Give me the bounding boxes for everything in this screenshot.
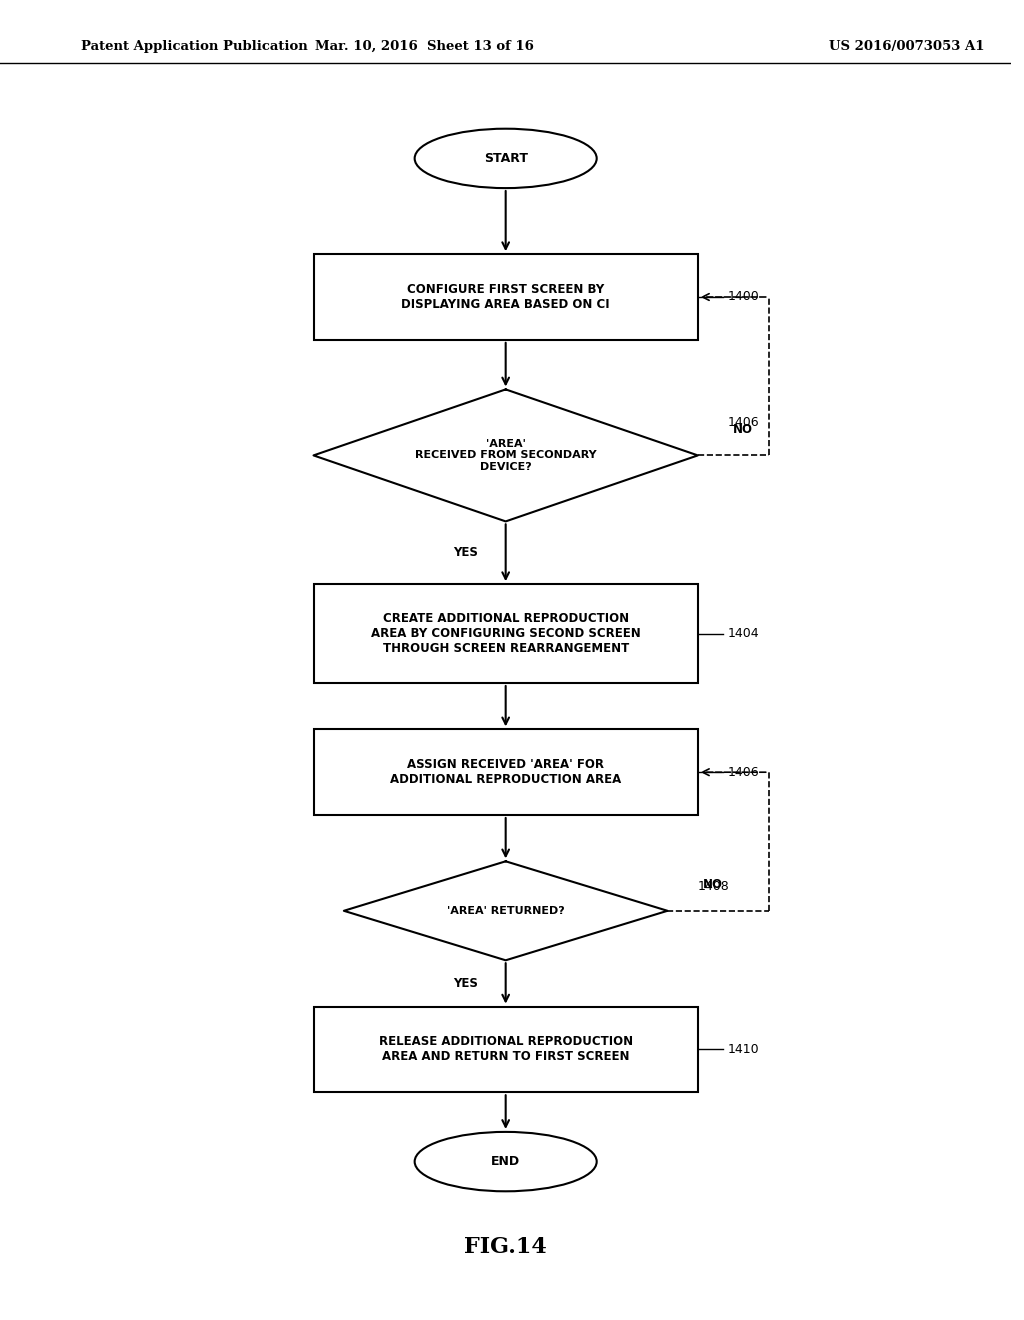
Text: 1406: 1406 [728, 766, 760, 779]
Text: YES: YES [453, 977, 477, 990]
Polygon shape [313, 389, 697, 521]
Text: YES: YES [453, 546, 477, 560]
Text: FIG.14: FIG.14 [464, 1237, 547, 1258]
Text: US 2016/0073053 A1: US 2016/0073053 A1 [829, 40, 985, 53]
Text: 1408: 1408 [697, 879, 729, 892]
Ellipse shape [415, 129, 597, 189]
Text: ASSIGN RECEIVED 'AREA' FOR
ADDITIONAL REPRODUCTION AREA: ASSIGN RECEIVED 'AREA' FOR ADDITIONAL RE… [390, 758, 622, 787]
Text: NO: NO [733, 422, 754, 436]
Ellipse shape [415, 1133, 597, 1191]
Text: 1406: 1406 [728, 416, 760, 429]
FancyBboxPatch shape [313, 729, 697, 816]
Text: CONFIGURE FIRST SCREEN BY
DISPLAYING AREA BASED ON CI: CONFIGURE FIRST SCREEN BY DISPLAYING ARE… [401, 282, 610, 312]
Text: RELEASE ADDITIONAL REPRODUCTION
AREA AND RETURN TO FIRST SCREEN: RELEASE ADDITIONAL REPRODUCTION AREA AND… [379, 1035, 633, 1064]
FancyBboxPatch shape [313, 253, 697, 339]
Text: 1404: 1404 [728, 627, 760, 640]
Text: 1410: 1410 [728, 1043, 760, 1056]
Text: 'AREA'
RECEIVED FROM SECONDARY
DEVICE?: 'AREA' RECEIVED FROM SECONDARY DEVICE? [415, 438, 597, 473]
Polygon shape [344, 862, 668, 961]
Text: END: END [492, 1155, 520, 1168]
Text: CREATE ADDITIONAL REPRODUCTION
AREA BY CONFIGURING SECOND SCREEN
THROUGH SCREEN : CREATE ADDITIONAL REPRODUCTION AREA BY C… [371, 612, 641, 655]
Text: 'AREA' RETURNED?: 'AREA' RETURNED? [446, 906, 564, 916]
FancyBboxPatch shape [313, 583, 697, 682]
FancyBboxPatch shape [313, 1006, 697, 1093]
Text: Mar. 10, 2016  Sheet 13 of 16: Mar. 10, 2016 Sheet 13 of 16 [315, 40, 535, 53]
Text: Patent Application Publication: Patent Application Publication [81, 40, 307, 53]
Text: START: START [483, 152, 527, 165]
Text: 1400: 1400 [728, 290, 760, 304]
Text: NO: NO [702, 878, 723, 891]
